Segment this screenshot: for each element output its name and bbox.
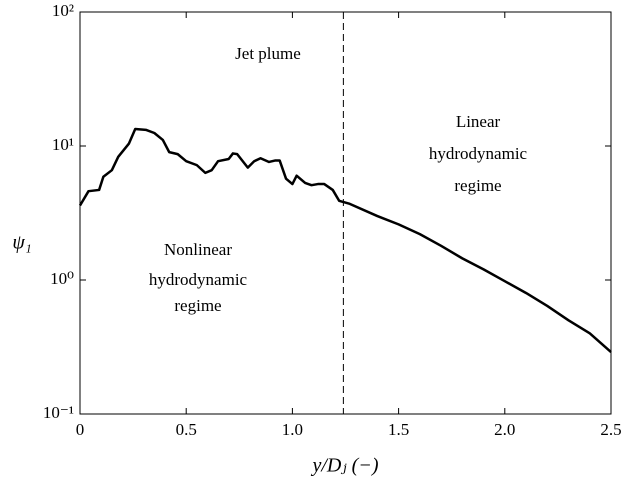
x-tick-label: 1.0 xyxy=(282,420,303,439)
y-axis-label: ψ₁ xyxy=(12,232,31,254)
y-tick-label: 10⁰ xyxy=(50,269,74,288)
annotation: hydrodynamic xyxy=(429,144,528,163)
plot-frame xyxy=(79,11,612,415)
annotation: regime xyxy=(454,176,501,195)
annotation: Jet plume xyxy=(235,44,301,63)
y-tick-label: 10² xyxy=(52,1,74,20)
x-tick-label: 2.5 xyxy=(600,420,621,439)
annotation: regime xyxy=(174,296,221,315)
x-axis-label: y/Dⱼ (−) xyxy=(311,455,379,477)
x-tick-label: 2.0 xyxy=(494,420,515,439)
x-tick-label: 0 xyxy=(76,420,85,439)
data-line xyxy=(78,127,612,353)
x-tick-label: 1.5 xyxy=(388,420,409,439)
annotation: hydrodynamic xyxy=(149,270,248,289)
y-tick-label: 10¹ xyxy=(52,135,74,154)
annotation: Linear xyxy=(456,112,501,131)
x-tick-label: 0.5 xyxy=(176,420,197,439)
annotation: Nonlinear xyxy=(164,240,232,259)
y-tick-label: 10⁻¹ xyxy=(43,403,74,422)
